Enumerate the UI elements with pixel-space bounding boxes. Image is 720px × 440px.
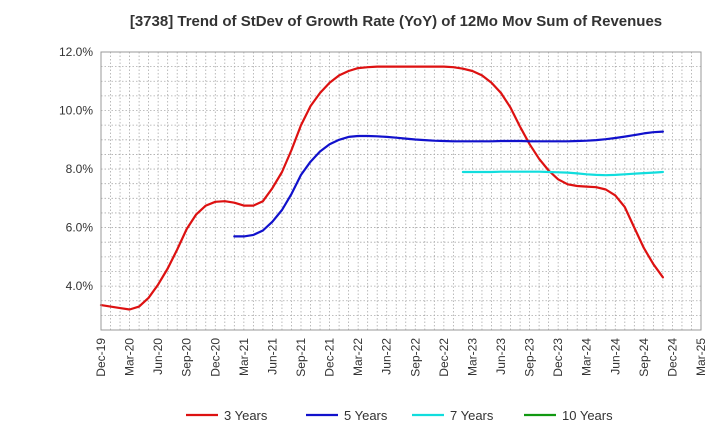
y-tick-label: 10.0% [59,104,93,118]
y-tick-label: 8.0% [66,162,94,176]
x-tick-label: Jun-20 [151,338,165,375]
x-tick-label: Dec-23 [551,338,565,377]
chart-title: [3738] Trend of StDev of Growth Rate (Yo… [130,13,662,30]
x-tick-label: Mar-21 [237,338,251,376]
grid [101,52,701,330]
x-tick-label: Dec-21 [323,338,337,377]
x-tick-label: Sep-24 [637,338,651,377]
x-tick-label: Mar-20 [123,338,137,376]
x-tick-label: Jun-23 [494,338,508,375]
x-tick-label: Mar-23 [465,338,479,376]
x-tick-label: Jun-21 [265,338,279,375]
x-tick-label: Sep-21 [294,338,308,377]
legend-label-3-years: 3 Years [224,408,268,423]
legend-label-10-years: 10 Years [562,408,613,423]
y-tick-label: 6.0% [66,221,94,235]
y-tick-label: 12.0% [59,45,93,59]
x-tick-label: Dec-24 [665,338,679,377]
x-tick-label: Jun-22 [380,338,394,375]
plot-frame [100,51,702,331]
x-tick-label: Mar-24 [580,338,594,376]
x-tick-label: Dec-19 [94,338,108,377]
x-tick-label: Dec-20 [208,338,222,377]
legend-label-5-years: 5 Years [344,408,388,423]
x-tick-label: Sep-20 [180,338,194,377]
x-tick-label: Mar-25 [694,338,708,376]
y-tick-label: 4.0% [66,279,94,293]
series-line-7-years [461,170,665,177]
y-axis: 4.0% 6.0% 8.0% 10.0% 12.0% [59,45,93,293]
x-axis: Dec-19 Mar-20 Jun-20 Sep-20 Dec-20 Mar-21 Jun-… [94,338,708,377]
series-line-5-years [233,130,665,238]
x-tick-label: Sep-23 [523,338,537,377]
legend: 3 Years 5 Years 7 Years 10 Years [186,408,613,423]
x-tick-label: Jun-24 [608,338,622,375]
x-tick-label: Dec-22 [437,338,451,377]
x-tick-label: Mar-22 [351,338,365,376]
series-line-3-years [99,65,665,311]
series-lines [99,65,665,311]
x-tick-label: Sep-22 [408,338,422,377]
legend-label-7-years: 7 Years [450,408,494,423]
